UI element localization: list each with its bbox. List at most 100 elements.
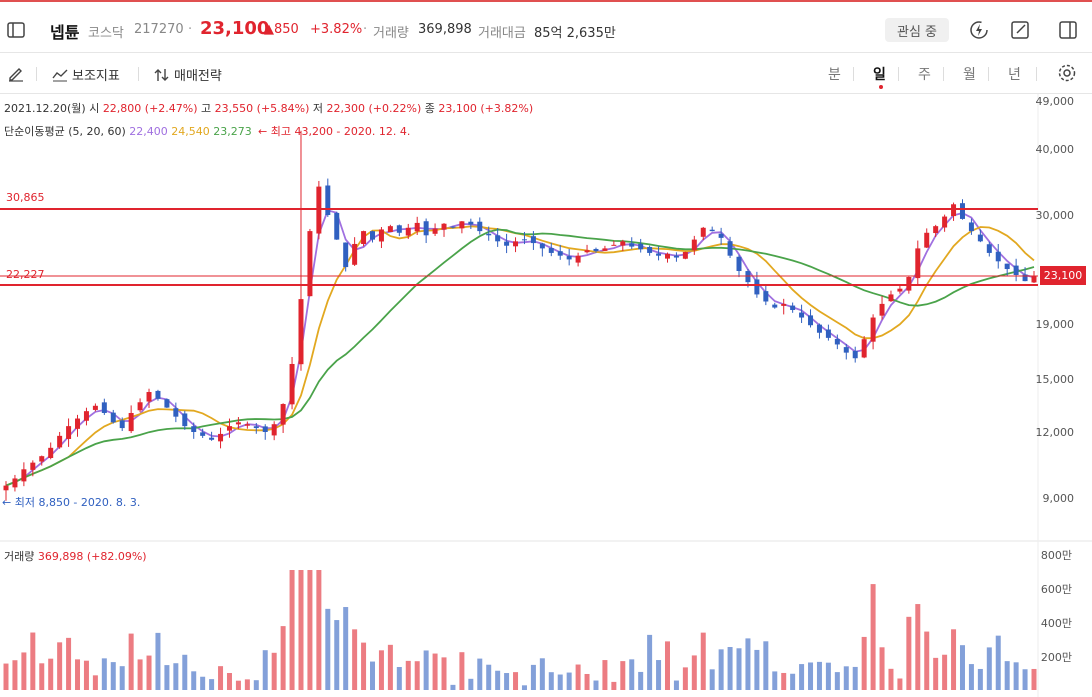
- period-month-tab[interactable]: 월: [963, 67, 976, 83]
- volume-bar: [1004, 661, 1010, 690]
- period-day-tab[interactable]: 일: [873, 67, 886, 83]
- volume-bar: [575, 664, 581, 690]
- volume-bar: [262, 650, 268, 690]
- volume-bar: [799, 664, 805, 690]
- candle-body: [816, 324, 822, 333]
- ma60-line: [5, 228, 1035, 487]
- volume-bar: [959, 645, 965, 690]
- ma20-line: [5, 225, 1035, 487]
- watchlist-button[interactable]: 관심 중: [885, 18, 949, 42]
- candle-body: [334, 212, 340, 240]
- candle-body: [75, 418, 81, 429]
- volume-bar: [423, 650, 429, 690]
- candle-body: [995, 251, 1001, 262]
- volume-bar: [361, 642, 367, 690]
- y-tick-label: 9,000: [1042, 492, 1075, 505]
- separator-dot: ·: [363, 22, 368, 37]
- candle-body: [629, 243, 635, 247]
- volume-bar: [557, 674, 563, 690]
- candle-body: [852, 350, 858, 359]
- volume-bar: [530, 664, 536, 690]
- candle-body: [843, 347, 849, 353]
- toolbar-divider: [943, 67, 944, 81]
- period-week-tab[interactable]: 주: [918, 67, 931, 83]
- candle-body: [253, 426, 259, 429]
- volume-tick-label: 800만: [1040, 549, 1072, 562]
- candle-body: [218, 433, 224, 442]
- volume-bar: [629, 659, 635, 690]
- volume-bar: [253, 680, 259, 690]
- period-year-tab[interactable]: 년: [1008, 67, 1021, 83]
- volume-bar: [316, 570, 322, 690]
- volume-bar: [155, 632, 161, 690]
- top-accent-line: [0, 0, 1092, 2]
- volume-bar: [235, 680, 241, 690]
- candle-body: [39, 456, 45, 462]
- volume-bar: [191, 671, 197, 690]
- candle-body: [521, 239, 527, 241]
- volume-bar: [48, 658, 54, 690]
- candle-body: [933, 226, 939, 234]
- open-value: 22,800 (+2.47%): [102, 102, 198, 115]
- volume-bar: [280, 626, 286, 690]
- candle-body: [423, 221, 429, 236]
- candle-body: [977, 234, 983, 242]
- volume-bar: [745, 638, 751, 690]
- volume-bar: [218, 666, 224, 690]
- candle-body: [745, 271, 751, 283]
- volume-bar: [736, 648, 742, 690]
- gear-icon[interactable]: [1056, 62, 1078, 84]
- period-minute-tab[interactable]: 분: [828, 67, 841, 83]
- candle-body: [673, 255, 679, 258]
- indicator-label: 보조지표: [72, 69, 120, 84]
- volume-bar: [647, 634, 653, 690]
- candle-body: [271, 424, 277, 436]
- candle-body: [209, 437, 215, 440]
- low-value: 22,300 (+0.22%): [326, 102, 422, 115]
- edit-icon[interactable]: [1008, 18, 1032, 42]
- volume-bar: [110, 662, 116, 690]
- stock-code: 217270: [134, 22, 184, 37]
- y-tick-label: 40,000: [1035, 143, 1075, 156]
- candle-body: [790, 305, 796, 311]
- ma-info: 단순이동평균 (5, 20, 60) 22,400 24,540 23,273: [4, 123, 252, 139]
- volume-bar: [870, 584, 876, 690]
- pencil-icon[interactable]: [6, 63, 26, 83]
- volume-bar: [200, 676, 206, 690]
- volume-bar: [656, 660, 662, 690]
- volume-bar: [539, 658, 545, 690]
- price-change-percent: +3.82%: [310, 22, 363, 37]
- low-label: 저: [312, 102, 324, 115]
- strategy-button[interactable]: 매매전략: [154, 65, 222, 84]
- current-price-tag: 23,100: [1040, 266, 1086, 285]
- panel-toggle-icon[interactable]: [1056, 18, 1080, 42]
- candle-body: [459, 221, 465, 229]
- volume-bar: [450, 684, 456, 690]
- candle-body: [575, 255, 581, 263]
- candle-body: [870, 317, 876, 342]
- volume-bar: [897, 678, 903, 690]
- candle-body: [986, 244, 992, 253]
- volume-bar: [244, 679, 250, 690]
- flash-icon[interactable]: [967, 18, 991, 42]
- indicator-button[interactable]: 보조지표: [52, 65, 120, 84]
- toolbar-divider: [138, 67, 139, 81]
- stock-chart[interactable]: [0, 94, 1092, 697]
- candle-body: [611, 244, 617, 246]
- candle-body: [66, 426, 72, 439]
- candle-body: [191, 426, 197, 432]
- volume-bar: [468, 678, 474, 690]
- candle-body: [834, 339, 840, 345]
- volume-bar: [709, 669, 715, 690]
- volume-bar: [343, 607, 349, 690]
- candle-body: [486, 233, 492, 236]
- volume-bar: [75, 659, 81, 690]
- volume-bar: [3, 663, 9, 690]
- candle-body: [727, 241, 733, 256]
- trend-icon: [52, 69, 68, 81]
- volume-bar: [39, 663, 45, 690]
- candle-body: [432, 228, 438, 234]
- sidebar-toggle-icon[interactable]: [6, 20, 26, 40]
- candle-body: [808, 315, 814, 326]
- volume-bar: [92, 675, 98, 690]
